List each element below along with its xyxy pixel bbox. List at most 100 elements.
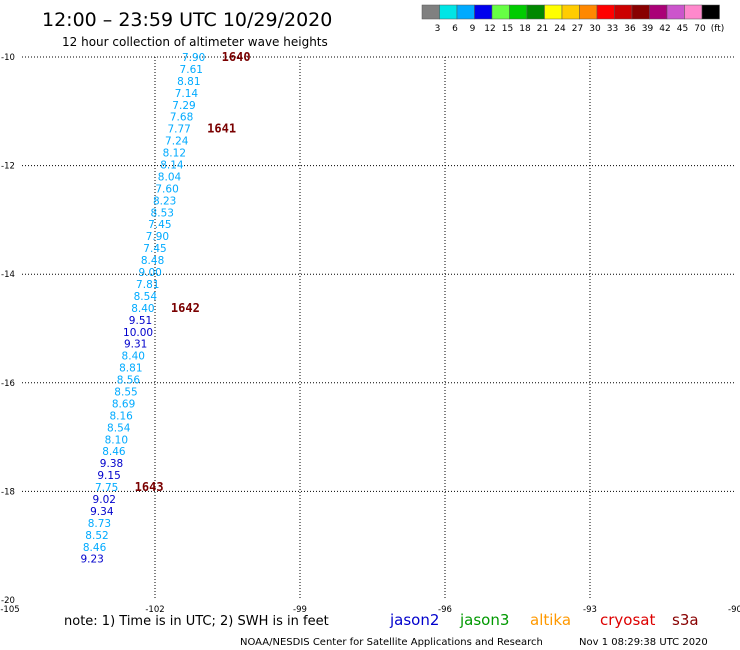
map-title: 12:00 – 23:59 UTC 10/29/2020 bbox=[42, 9, 332, 31]
map-subtitle: 12 hour collection of altimeter wave hei… bbox=[62, 35, 328, 49]
lon-tick-label: -102 bbox=[145, 605, 164, 615]
swh-value: 8.56 bbox=[117, 375, 141, 387]
pass-time-label: 1640 bbox=[222, 50, 251, 64]
color-scale-label: 12 bbox=[484, 24, 495, 34]
swh-value: 8.69 bbox=[112, 398, 135, 410]
axis-ticks: -105 -102 -99 -96 -93 -90 -10 -12 -14 -16 -18 -20 bbox=[0, 53, 740, 615]
swh-value: 8.81 bbox=[119, 363, 142, 375]
color-swatch bbox=[439, 4, 458, 20]
swh-value: 8.16 bbox=[109, 410, 133, 422]
color-swatch bbox=[561, 4, 580, 20]
swh-value: 8.04 bbox=[158, 171, 182, 183]
color-scale-label: 30 bbox=[589, 24, 601, 34]
swh-value: 7.45 bbox=[148, 219, 171, 231]
swh-value: 8.46 bbox=[102, 446, 126, 458]
lat-tick-label: -10 bbox=[1, 53, 15, 63]
lat-tick-label: -16 bbox=[1, 379, 15, 389]
color-swatch bbox=[509, 4, 528, 20]
swh-value: 8.40 bbox=[131, 303, 154, 315]
swh-value: 9.38 bbox=[100, 458, 123, 470]
satellite-name: altika bbox=[530, 611, 571, 629]
color-swatch bbox=[684, 4, 703, 20]
swh-value: 8.53 bbox=[151, 207, 174, 219]
swh-value: 7.24 bbox=[165, 136, 189, 148]
swh-value: 9.34 bbox=[90, 506, 114, 518]
color-scale-label: 70 bbox=[694, 24, 706, 34]
swh-value: 8.81 bbox=[177, 76, 200, 88]
color-swatch bbox=[491, 4, 510, 20]
lat-tick-label: -20 bbox=[1, 596, 15, 606]
color-scale-label: 18 bbox=[519, 24, 531, 34]
lon-tick-label: -105 bbox=[0, 605, 19, 615]
color-scale-label: 33 bbox=[607, 24, 618, 34]
swh-value: 9.02 bbox=[93, 494, 116, 506]
satellite-name: cryosat bbox=[600, 611, 655, 629]
color-swatch bbox=[526, 4, 545, 20]
color-swatch bbox=[701, 4, 720, 20]
lat-tick-label: -14 bbox=[1, 270, 15, 280]
generated-timestamp: Nov 1 08:29:38 UTC 2020 bbox=[579, 637, 708, 648]
lat-tick-label: -12 bbox=[1, 162, 15, 172]
color-scale-label: 6 bbox=[452, 24, 458, 34]
color-swatch bbox=[596, 4, 615, 20]
swh-value: 8.48 bbox=[141, 255, 164, 267]
pass-time-labels: 1640 1641 1642 1643 bbox=[135, 50, 251, 494]
swh-value: 8.46 bbox=[83, 542, 107, 554]
color-scale-label: 39 bbox=[642, 24, 654, 34]
swh-value: 9.51 bbox=[129, 315, 152, 327]
lon-tick-label: -93 bbox=[583, 605, 597, 615]
swh-value: 7.68 bbox=[170, 112, 193, 124]
swh-value: 7.14 bbox=[175, 88, 199, 100]
pass-time-label: 1642 bbox=[171, 301, 200, 315]
color-scale-label: 9 bbox=[470, 24, 476, 34]
swh-value: 9.31 bbox=[124, 339, 147, 351]
color-swatch bbox=[579, 4, 598, 20]
swh-value: 8.10 bbox=[105, 434, 128, 446]
footnote: note: 1) Time is in UTC; 2) SWH is in fe… bbox=[64, 614, 329, 629]
color-scale-label: 21 bbox=[537, 24, 548, 34]
pass-time-label: 1641 bbox=[207, 122, 236, 136]
swh-value: 7.90 bbox=[182, 52, 205, 64]
color-swatch bbox=[631, 4, 650, 20]
swh-value: 7.29 bbox=[172, 100, 195, 112]
swh-value: 7.45 bbox=[143, 243, 166, 255]
swh-value: 9.15 bbox=[97, 470, 120, 482]
swh-value: 8.23 bbox=[153, 195, 176, 207]
swh-value: 7.90 bbox=[146, 231, 169, 243]
satellite-name: jason2 bbox=[389, 611, 439, 629]
swh-value: 8.14 bbox=[160, 160, 184, 172]
satellite-legend: jason2 jason3 altika cryosat s3a bbox=[389, 611, 699, 629]
satellite-name: s3a bbox=[672, 611, 699, 629]
swh-value: 7.77 bbox=[167, 124, 190, 136]
color-scale-label: 24 bbox=[554, 24, 566, 34]
color-scale-label: 36 bbox=[624, 24, 636, 34]
swh-value: 8.12 bbox=[163, 148, 186, 160]
swh-value: 9.23 bbox=[80, 554, 103, 566]
swh-value: 8.54 bbox=[107, 422, 131, 434]
swh-value: 10.00 bbox=[123, 327, 153, 339]
color-swatch bbox=[666, 4, 685, 20]
color-swatch bbox=[474, 4, 493, 20]
lon-tick-label: -96 bbox=[438, 605, 452, 615]
swh-value: 8.54 bbox=[134, 291, 158, 303]
swh-value: 8.55 bbox=[114, 386, 137, 398]
color-scale-label: 45 bbox=[677, 24, 688, 34]
lat-tick-label: -18 bbox=[1, 487, 15, 497]
color-scale-label: (ft) bbox=[711, 24, 725, 34]
swh-value: 7.75 bbox=[95, 482, 118, 494]
lon-tick-label: -99 bbox=[293, 605, 307, 615]
color-scale-label: 15 bbox=[502, 24, 513, 34]
color-scale-label: 27 bbox=[572, 24, 583, 34]
color-swatch bbox=[456, 4, 475, 20]
swh-value: 8.52 bbox=[85, 530, 108, 542]
swh-value: 9.00 bbox=[138, 267, 161, 279]
swh-value: 8.40 bbox=[122, 351, 145, 363]
lon-tick-label: -90 bbox=[728, 605, 740, 615]
color-scale-label: 3 bbox=[435, 24, 441, 34]
color-swatch bbox=[544, 4, 563, 20]
swh-value: 7.60 bbox=[155, 183, 178, 195]
color-scale-legend: 3 6 9 12 15 18 21 24 27 30 33 36 39 42 45 70 (ft) bbox=[421, 4, 725, 34]
swh-value: 8.73 bbox=[88, 518, 111, 530]
credit-line: NOAA/NESDIS Center for Satellite Applica… bbox=[240, 637, 543, 648]
